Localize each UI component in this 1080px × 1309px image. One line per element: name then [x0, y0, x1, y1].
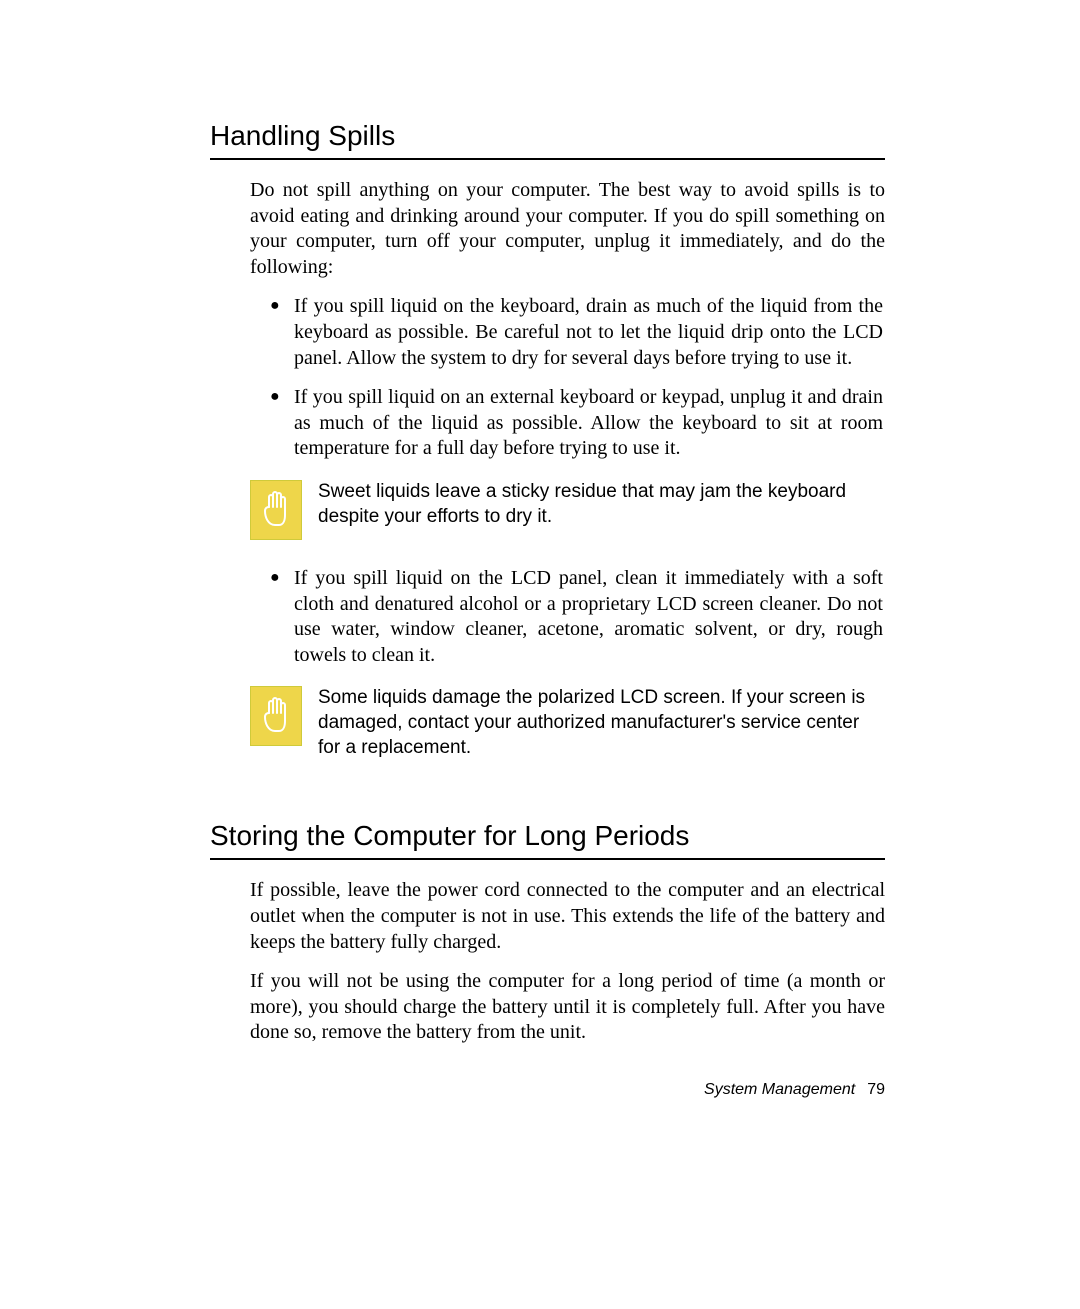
- warning-callout-2: Some liquids damage the polarized LCD sc…: [250, 686, 885, 760]
- document-page: Handling Spills Do not spill anything on…: [0, 0, 1080, 1309]
- list-item: If you spill liquid on the LCD panel, cl…: [294, 566, 885, 668]
- storage-paragraph-1: If possible, leave the power cord connec…: [250, 878, 885, 955]
- footer-label: System Management: [704, 1081, 855, 1098]
- page-number: 79: [867, 1081, 885, 1098]
- storage-paragraph-2: If you will not be using the computer fo…: [250, 969, 885, 1046]
- intro-paragraph: Do not spill anything on your computer. …: [250, 178, 885, 280]
- section-heading-storing: Storing the Computer for Long Periods: [210, 820, 885, 852]
- stop-hand-icon: [250, 686, 302, 746]
- section2-body: If possible, leave the power cord connec…: [250, 878, 885, 1046]
- bullet-list-b: If you spill liquid on the LCD panel, cl…: [250, 566, 885, 668]
- warning-callout-1: Sweet liquids leave a sticky residue tha…: [250, 480, 885, 540]
- callout-text: Some liquids damage the polarized LCD sc…: [318, 686, 885, 760]
- section-rule: [210, 858, 885, 860]
- section-heading-spills: Handling Spills: [210, 120, 885, 152]
- stop-hand-icon: [250, 480, 302, 540]
- bullet-list-a: If you spill liquid on the keyboard, dra…: [250, 294, 885, 462]
- list-item: If you spill liquid on the keyboard, dra…: [294, 294, 885, 371]
- list-item: If you spill liquid on an external keybo…: [294, 385, 885, 462]
- section1-body: Do not spill anything on your computer. …: [250, 178, 885, 760]
- callout-text: Sweet liquids leave a sticky residue tha…: [318, 480, 885, 529]
- section-rule: [210, 158, 885, 160]
- page-footer: System Management 79: [704, 1081, 885, 1099]
